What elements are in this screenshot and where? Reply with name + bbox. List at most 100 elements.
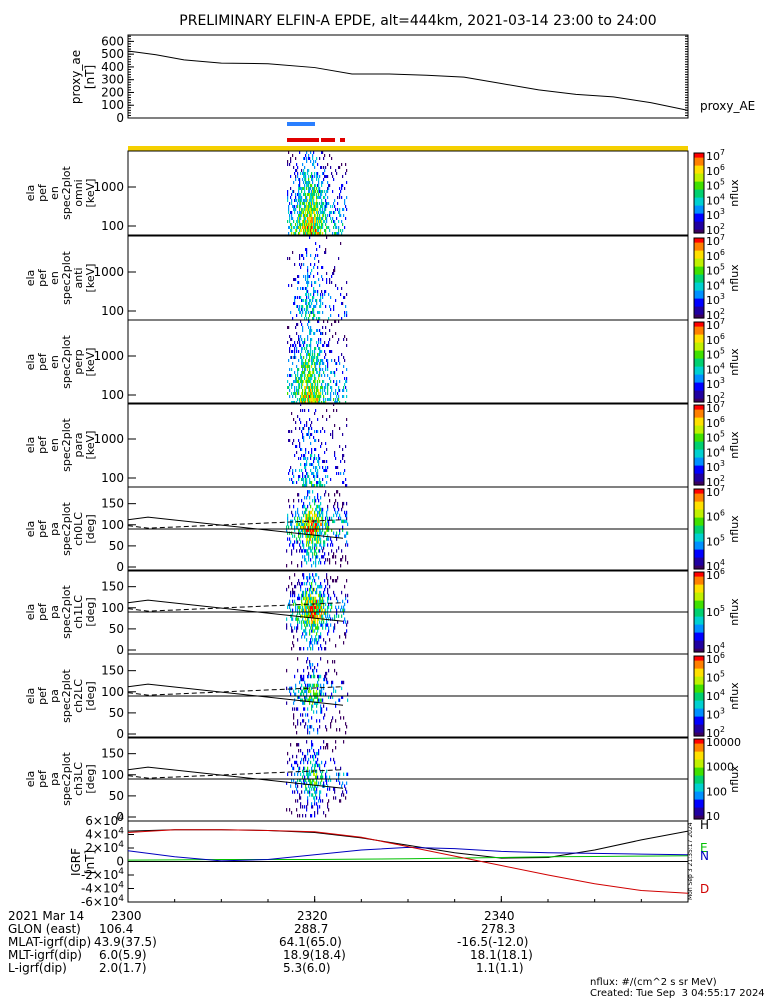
spectrogram-cell (330, 778, 332, 782)
spectrogram-cell (325, 584, 327, 589)
spectrogram-cell (320, 386, 322, 389)
spectrogram-cell (324, 460, 326, 463)
spectrogram-cell (320, 392, 322, 395)
spectrogram-cell (320, 513, 322, 518)
spectrogram-cell (319, 368, 321, 371)
spectrogram-cell (326, 525, 328, 529)
spectrogram-cell (321, 332, 323, 335)
spectrogram-cell (334, 626, 336, 630)
spectrogram-cell (322, 698, 324, 702)
spectrogram-cell (301, 208, 303, 211)
spectrogram-cell (305, 362, 307, 365)
spectrogram-cell (312, 516, 314, 521)
colorbar-tick-label: 105 (706, 178, 725, 193)
spectrogram-cell (339, 362, 341, 365)
spectrogram-cell (301, 602, 303, 607)
spectrogram-cell (297, 193, 299, 196)
spectrogram-cell (310, 254, 312, 257)
spectrogram-cell (317, 196, 319, 199)
spectrogram-cell (317, 617, 319, 621)
spectrogram-cell (325, 469, 327, 472)
spectrogram-cell (324, 484, 326, 487)
spectrogram-cell (304, 611, 306, 615)
spectrogram-cell (346, 281, 348, 284)
spectrogram-cell (344, 602, 346, 607)
spectrogram-cell (333, 220, 335, 223)
colorbar-tick-label: 104 (706, 641, 725, 656)
spectrogram-cell (335, 208, 337, 211)
spectrogram-cell (335, 392, 337, 395)
colorbar-swatch (694, 521, 704, 524)
spectrogram-cell (307, 365, 309, 368)
colorbar-swatch (694, 427, 704, 430)
panel-ylabel: [deg] (84, 597, 97, 626)
spectrogram-cell (320, 781, 322, 785)
spectrogram-cell (290, 608, 292, 612)
spectrogram-cell (317, 311, 319, 314)
colorbar-swatch (694, 161, 704, 164)
spectrogram-cell (314, 448, 316, 451)
spectrogram-cell (321, 202, 323, 205)
spectrogram-cell (310, 760, 312, 765)
spectrogram-cell (311, 769, 313, 774)
spectrogram-cell (327, 163, 329, 166)
spectrogram-cell (312, 226, 314, 229)
spectrogram-cell (340, 564, 342, 568)
spectrogram-cell (313, 436, 315, 439)
spectrogram-cell (306, 581, 308, 586)
spectrogram-cell (311, 584, 313, 589)
colorbar-swatch (694, 254, 704, 257)
colorbar-tick-label: 105 (706, 604, 725, 619)
spectrogram-cell (297, 323, 299, 326)
spectrogram-cell (306, 226, 308, 229)
spectrogram-cell (308, 365, 310, 368)
spectrogram-cell (323, 740, 325, 744)
spectrogram-cell (308, 320, 310, 323)
spectrogram-cell (299, 796, 301, 800)
spectrogram-cell (304, 389, 306, 392)
igrf-ylabel: IGRF (69, 848, 83, 876)
spectrogram-cell (307, 674, 309, 679)
colorbar-swatch (694, 223, 704, 226)
spectrogram-cell (314, 412, 316, 415)
spectrogram-cell (291, 430, 293, 433)
colorbar-swatch (694, 696, 704, 699)
spectrogram-cell (311, 172, 313, 175)
spectrogram-cell (310, 692, 312, 696)
spectrogram-cell (339, 166, 341, 169)
spectrogram-cell (346, 510, 348, 515)
spectrogram-cell (327, 181, 329, 184)
panel-ylabel: ch0LC (72, 512, 85, 546)
spectrogram-cell (309, 329, 311, 332)
spectrogram-cell (293, 602, 295, 607)
spectrogram-cell (287, 605, 289, 610)
spectrogram-cell (309, 522, 311, 527)
spectrogram-cell (319, 510, 321, 515)
spectrogram-cell (319, 528, 321, 532)
spectrogram-cell (311, 190, 313, 193)
colorbar-swatch (694, 445, 704, 448)
spectrogram-cell (304, 754, 306, 759)
spectrogram-cell (300, 356, 302, 359)
spectrogram-cell (313, 754, 315, 759)
spectrogram-cell (305, 278, 307, 281)
spectrogram-cell (297, 380, 299, 383)
spectrogram-cell (287, 220, 289, 223)
spectrogram-cell (309, 611, 311, 615)
spectrogram-cell (286, 686, 288, 691)
panel-ylabel: spec2plot (60, 752, 73, 806)
spectrogram-cell (314, 596, 316, 601)
colorbar-3 (693, 404, 705, 486)
spectrogram-spec2plot_omni (287, 151, 348, 235)
spectrogram-cell (309, 232, 311, 235)
spectrogram-cell (318, 317, 320, 320)
colorbar-swatch (694, 264, 704, 267)
spectrogram-cell (302, 555, 304, 559)
spectrogram-cell (315, 290, 317, 293)
spectrogram-cell (335, 383, 337, 386)
colorbar-swatch (694, 328, 704, 331)
spectrogram-cell (295, 725, 297, 729)
spectrogram-cell (346, 519, 348, 524)
spectrogram-cell (339, 513, 341, 518)
spectrogram-cell (315, 448, 317, 451)
